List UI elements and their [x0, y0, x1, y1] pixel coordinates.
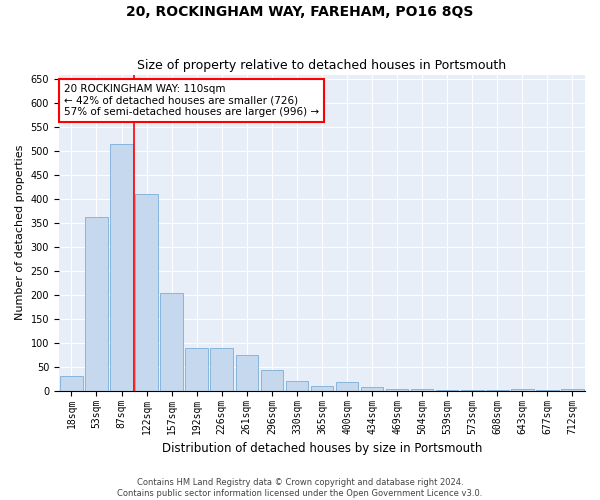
- Bar: [411, 389, 433, 391]
- Bar: [511, 389, 533, 391]
- Text: Contains HM Land Registry data © Crown copyright and database right 2024.
Contai: Contains HM Land Registry data © Crown c…: [118, 478, 482, 498]
- Bar: [436, 390, 458, 391]
- Bar: [561, 389, 584, 391]
- Bar: [361, 387, 383, 391]
- Bar: [311, 386, 333, 391]
- Bar: [160, 292, 183, 391]
- Bar: [286, 381, 308, 391]
- Text: 20, ROCKINGHAM WAY, FAREHAM, PO16 8QS: 20, ROCKINGHAM WAY, FAREHAM, PO16 8QS: [127, 5, 473, 19]
- Bar: [236, 355, 258, 391]
- Bar: [136, 194, 158, 391]
- Y-axis label: Number of detached properties: Number of detached properties: [15, 145, 25, 320]
- X-axis label: Distribution of detached houses by size in Portsmouth: Distribution of detached houses by size …: [162, 442, 482, 455]
- Bar: [336, 382, 358, 391]
- Bar: [386, 389, 409, 391]
- Bar: [60, 376, 83, 391]
- Bar: [85, 218, 108, 391]
- Bar: [260, 370, 283, 391]
- Text: 20 ROCKINGHAM WAY: 110sqm
← 42% of detached houses are smaller (726)
57% of semi: 20 ROCKINGHAM WAY: 110sqm ← 42% of detac…: [64, 84, 319, 117]
- Bar: [110, 144, 133, 391]
- Bar: [185, 348, 208, 391]
- Bar: [211, 348, 233, 391]
- Title: Size of property relative to detached houses in Portsmouth: Size of property relative to detached ho…: [137, 59, 506, 72]
